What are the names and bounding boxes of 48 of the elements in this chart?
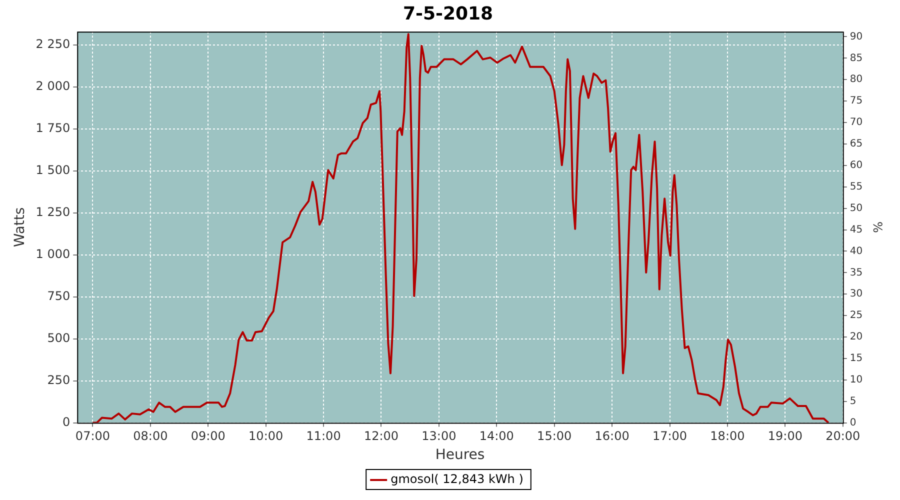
x-tick-label: 09:00 [190, 429, 226, 444]
y2-tick-label: 60 [850, 160, 863, 172]
y2-tick-label: 0 [850, 417, 856, 428]
y2-tick-label: 55 [850, 181, 863, 192]
y-tick-label: 750 [47, 289, 70, 303]
y2-tick-label: 75 [850, 96, 863, 107]
y2-tick-label: 30 [850, 288, 863, 300]
y-tick-label: 1 750 [36, 121, 70, 136]
y-tick-label: 0 [62, 414, 70, 429]
y2-axis-title: % [870, 221, 885, 233]
y2-tick-label: 70 [850, 117, 863, 128]
x-tick-label: 20:00 [826, 429, 860, 444]
y-tick-label: 2 250 [36, 37, 70, 52]
x-tick-label: 14:00 [479, 429, 514, 444]
legend-label: gmosol( 12,843 kWh ) [390, 472, 524, 486]
y2-tick-label: 5 [850, 396, 856, 407]
y2-tick-label: 35 [850, 267, 863, 278]
x-axis-title: Heures [435, 447, 485, 464]
y-tick-label: 2 000 [36, 79, 70, 94]
y2-tick-label: 90 [850, 31, 863, 42]
y-tick-label: 1 250 [36, 205, 70, 220]
y2-tick-label: 15 [850, 353, 863, 364]
y-tick-label: 1 000 [36, 247, 70, 262]
x-tick-label: 11:00 [306, 429, 341, 444]
y2-tick-label: 50 [850, 202, 863, 214]
x-tick-label: 10:00 [248, 429, 284, 444]
x-tick-label: 08:00 [133, 429, 168, 444]
y2-tick-label: 40 [850, 246, 863, 257]
x-tick-label: 15:00 [537, 429, 572, 444]
y2-tick-label: 10 [850, 374, 863, 386]
y2-tick-label: 65 [850, 138, 863, 150]
x-tick-label: 12:00 [364, 429, 399, 444]
y-axis-title: Watts [12, 207, 28, 248]
y2-tick-label: 45 [850, 224, 863, 236]
x-tick-label: 17:00 [652, 429, 688, 444]
chart-title: 7-5-2018 [402, 3, 494, 24]
y2-tick-label: 85 [850, 52, 863, 64]
y-tick-label: 250 [47, 372, 70, 387]
x-tick-label: 13:00 [422, 429, 456, 444]
y2-tick-label: 25 [850, 310, 863, 322]
x-tick-label: 16:00 [594, 429, 630, 444]
y-tick-label: 500 [47, 330, 70, 345]
y2-tick-label: 20 [850, 332, 863, 343]
y-tick-label: 1 500 [36, 163, 70, 178]
y2-tick-label: 80 [850, 74, 863, 86]
x-tick-label: 19:00 [768, 429, 802, 444]
x-tick-label: 07:00 [75, 429, 110, 444]
x-tick-label: 18:00 [710, 429, 745, 444]
